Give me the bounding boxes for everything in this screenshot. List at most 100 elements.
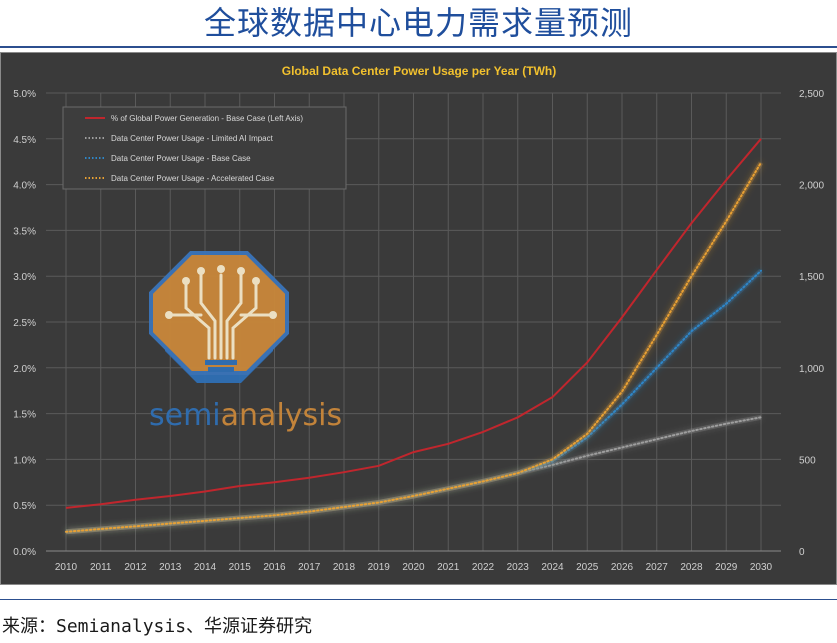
data-point-orange <box>100 528 102 530</box>
semianalysis-logo: semianalysis <box>149 251 342 433</box>
data-point-orange <box>517 472 519 474</box>
data-point-blue <box>725 303 727 305</box>
data-point-red <box>621 316 623 318</box>
y-left-tick-label: 1.0% <box>13 455 36 466</box>
data-point-red <box>65 507 67 509</box>
data-point-red <box>760 138 762 140</box>
legend: % of Global Power Generation - Base Case… <box>62 106 347 190</box>
data-point-red <box>690 222 692 224</box>
x-tick-label: 2017 <box>298 562 321 573</box>
source-note: 来源：Semianalysis、华源证券研究 <box>2 616 313 637</box>
x-tick-label: 2020 <box>402 562 425 573</box>
x-tick-label: 2023 <box>507 562 530 573</box>
data-point-orange <box>134 525 136 527</box>
data-point-red <box>412 451 414 453</box>
x-tick-label: 2018 <box>333 562 356 573</box>
data-point-orange <box>621 390 623 392</box>
page-title: 全球数据中心电力需求量预测 <box>203 4 633 42</box>
data-point-orange <box>343 506 345 508</box>
data-point-blue <box>656 367 658 369</box>
data-point-orange <box>169 522 171 524</box>
data-point-blue <box>690 330 692 332</box>
legend-label-2: Data Center Power Usage - Limited AI Imp… <box>111 134 274 143</box>
y-left-tick-label: 2.0% <box>13 364 36 375</box>
data-point-orange <box>378 501 380 503</box>
data-point-orange <box>273 514 275 516</box>
data-point-red <box>169 495 171 497</box>
x-tick-label: 2030 <box>750 562 773 573</box>
circuit-nodes <box>165 265 277 319</box>
data-point-gray <box>690 430 692 432</box>
data-point-gray <box>725 423 727 425</box>
data-point-gray <box>586 455 588 457</box>
x-tick-label: 2026 <box>611 562 634 573</box>
data-point-red <box>586 361 588 363</box>
power-usage-chart: Global Data Center Power Usage per Year … <box>1 53 836 584</box>
data-point-orange <box>690 275 692 277</box>
bulb-base-1 <box>205 360 237 365</box>
x-tick-label: 2029 <box>715 562 738 573</box>
data-point-red <box>517 416 519 418</box>
y-left-tick-label: 0.0% <box>13 547 36 558</box>
x-tick-label: 2011 <box>90 562 112 573</box>
data-point-red <box>551 396 553 398</box>
data-point-red <box>378 465 380 467</box>
data-point-gray <box>760 416 762 418</box>
y-axis-right: 0 500 1,000 1,500 2,000 2,500 <box>799 89 824 558</box>
y-right-tick-label: 2,500 <box>799 89 824 100</box>
data-point-orange <box>551 458 553 460</box>
x-tick-label: 2013 <box>159 562 182 573</box>
x-tick-label: 2016 <box>263 562 286 573</box>
data-point-orange <box>656 334 658 336</box>
data-point-blue <box>621 403 623 405</box>
x-axis: 2010 2011 2012 2013 2014 2015 2016 2017 2018 2019… <box>46 550 781 573</box>
x-tick-label: 2028 <box>680 562 703 573</box>
data-point-orange <box>239 517 241 519</box>
data-point-red <box>273 481 275 483</box>
data-point-orange <box>586 433 588 435</box>
data-point-gray <box>621 446 623 448</box>
chart-container: Global Data Center Power Usage per Year … <box>0 52 837 585</box>
y-left-tick-label: 5.0% <box>13 89 36 100</box>
data-point-orange <box>308 510 310 512</box>
data-point-red <box>239 485 241 487</box>
data-point-orange <box>204 520 206 522</box>
data-point-orange <box>725 220 727 222</box>
series-line-red <box>65 138 762 509</box>
x-tick-label: 2012 <box>124 562 147 573</box>
data-point-red <box>308 477 310 479</box>
y-left-tick-label: 4.5% <box>13 135 36 146</box>
data-point-red <box>204 490 206 492</box>
data-point-red <box>447 443 449 445</box>
y-left-tick-label: 3.0% <box>13 272 36 283</box>
chart-title: Global Data Center Power Usage per Year … <box>282 64 557 78</box>
data-point-gray <box>656 438 658 440</box>
data-point-orange <box>482 480 484 482</box>
title-underline <box>0 46 837 48</box>
series-layer <box>65 138 764 535</box>
y-left-tick-label: 1.5% <box>13 410 36 421</box>
circuit-tree-icon <box>171 273 271 360</box>
y-left-tick-label: 2.5% <box>13 318 36 329</box>
x-tick-label: 2022 <box>472 562 495 573</box>
data-point-red <box>100 503 102 505</box>
data-point-red <box>343 471 345 473</box>
legend-label-1: % of Global Power Generation - Base Case… <box>111 114 303 123</box>
x-tick-label: 2024 <box>541 562 564 573</box>
x-tick-label: 2025 <box>576 562 599 573</box>
watermark-wordmark: semianalysis <box>149 398 342 433</box>
y-right-tick-label: 1,000 <box>799 364 824 375</box>
y-left-tick-label: 4.0% <box>13 181 36 192</box>
data-point-red <box>656 269 658 271</box>
y-right-tick-label: 0 <box>799 547 805 558</box>
x-tick-label: 2010 <box>55 562 78 573</box>
data-point-orange <box>447 488 449 490</box>
y-right-tick-label: 1,500 <box>799 272 824 283</box>
legend-box <box>62 106 347 190</box>
x-tick-label: 2019 <box>368 562 391 573</box>
data-point-red <box>134 499 136 501</box>
x-tick-label: 2021 <box>437 562 460 573</box>
data-point-orange <box>760 161 762 163</box>
y-right-tick-label: 2,000 <box>799 181 824 192</box>
data-point-blue <box>760 270 762 272</box>
